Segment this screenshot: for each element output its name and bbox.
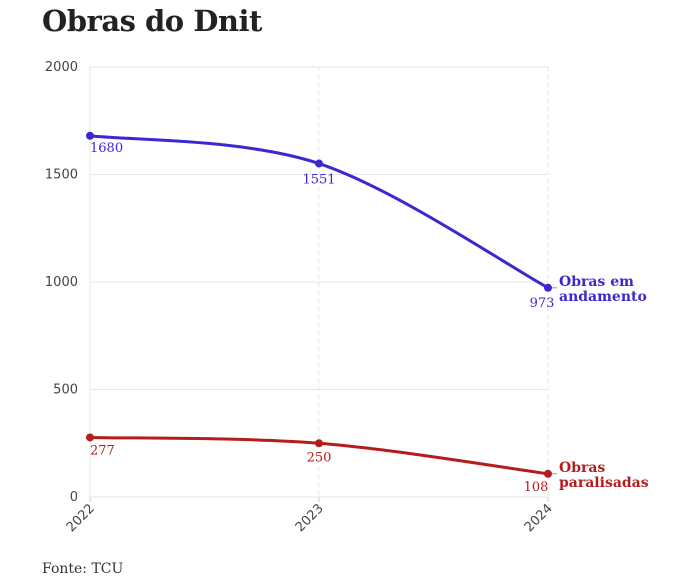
series-name-label: Obras em andamento bbox=[559, 274, 647, 305]
grid-lines bbox=[89, 66, 549, 502]
data-point bbox=[315, 439, 323, 448]
data-point bbox=[544, 469, 552, 478]
y-tick-label: 500 bbox=[53, 383, 78, 398]
data-label: 1551 bbox=[302, 173, 335, 188]
data-label: 973 bbox=[530, 296, 555, 311]
data-label: 1680 bbox=[90, 141, 123, 156]
series-name-line: Obras em bbox=[559, 274, 634, 290]
data-point bbox=[544, 283, 552, 292]
chart-title: Obras do Dnit bbox=[42, 4, 262, 38]
series-1: 1680 1551 973 Obras em andamento bbox=[86, 131, 647, 311]
source-note: Fonte: TCU bbox=[42, 561, 124, 577]
x-tick-label: 2023 bbox=[293, 501, 327, 535]
series-group: 1680 1551 973 Obras em andamento 277 250 108 Obr… bbox=[86, 131, 649, 495]
data-point bbox=[315, 159, 323, 168]
series-name-line: paralisadas bbox=[559, 475, 649, 491]
x-tick-label: 2022 bbox=[64, 501, 98, 535]
data-point bbox=[86, 433, 94, 442]
series-name-line: andamento bbox=[559, 289, 647, 305]
series-name-label: Obras paralisadas bbox=[559, 460, 649, 491]
series-name-line: Obras bbox=[559, 460, 605, 476]
y-tick-label: 1000 bbox=[45, 275, 78, 290]
x-tick-label: 2024 bbox=[522, 501, 556, 535]
data-point bbox=[86, 131, 94, 140]
y-tick-label: 0 bbox=[70, 490, 78, 505]
series-2: 277 250 108 Obras paralisadas bbox=[86, 433, 649, 495]
y-tick-label: 1500 bbox=[45, 168, 78, 183]
data-label: 108 bbox=[524, 480, 549, 495]
data-label: 277 bbox=[90, 443, 115, 458]
y-tick-label: 2000 bbox=[45, 60, 78, 75]
data-label: 250 bbox=[307, 450, 332, 465]
